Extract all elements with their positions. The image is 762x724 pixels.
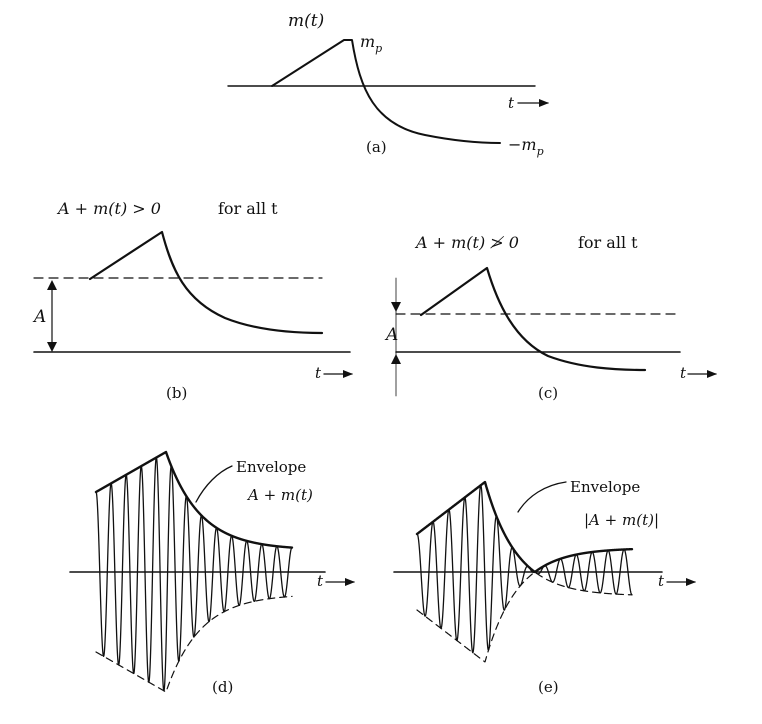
panel-b-a-arrow-down [47,342,57,352]
panel-b-condition: A + m(t) > 0 [56,199,161,218]
panel-c-t-label: t [680,364,687,382]
panel-e-caption: (e) [538,678,559,696]
panel-a-caption: (a) [366,138,387,156]
panel-c-shifted-signal [419,266,647,372]
panel-b-a-label: A [32,307,46,327]
carrier-waveform [95,456,293,692]
panel-d-carrier [95,456,293,692]
panel-e-envelope-pointer [517,481,567,513]
panel-a-peak-label: mp [360,32,382,55]
panel-e-t-label: t [658,572,665,590]
panel-a-t-label: t [508,94,515,112]
panel-e-envelope-label: Envelope [570,478,640,496]
panel-b-caption: (b) [166,384,187,402]
panel-a: m(t) mp −mp t (a) [227,11,549,158]
panel-d-t-label: t [317,572,324,590]
panel-b: A + m(t) > 0 for all t A t (b) [32,199,353,402]
panel-c-a-arrow-up [391,354,401,364]
panel-c: A + m(t) ≯ 0 for all t A t (c) [384,233,717,402]
panel-c-condition: A + m(t) ≯ 0 [414,233,519,252]
panel-c-caption: (c) [538,384,558,402]
panel-b-t-label: t [315,364,322,382]
panel-d-lower-envelope [95,595,293,693]
panel-d-envelope-pointer [195,465,233,503]
panel-a-ylabel: m(t) [288,11,324,31]
panel-c-a-label: A [384,325,398,345]
panel-b-a-arrow-up [47,280,57,290]
panel-a-neg-peak-label: −mp [508,135,544,158]
panel-b-shifted-signal [88,230,324,335]
panel-d-envelope-expr: A + m(t) [246,486,313,504]
panel-d-upper-envelope [94,450,294,549]
panel-c-condition-suffix: for all t [578,233,638,252]
panel-a-message-signal [271,39,501,144]
panel-d: Envelope A + m(t) t (d) [69,450,355,696]
panel-e-envelope-expr: |A + m(t)| [584,511,659,529]
panel-e-carrier [416,484,633,654]
carrier-waveform [416,484,633,654]
panel-b-condition-suffix: for all t [218,199,278,218]
panel-e-upper-envelope [415,480,634,574]
panel-e: Envelope |A + m(t)| t (e) [393,478,696,696]
panel-c-a-arrow-down [391,302,401,312]
panel-d-caption: (d) [212,678,233,696]
panel-e-lower-envelope [416,571,633,663]
panel-d-envelope-label: Envelope [236,458,306,476]
